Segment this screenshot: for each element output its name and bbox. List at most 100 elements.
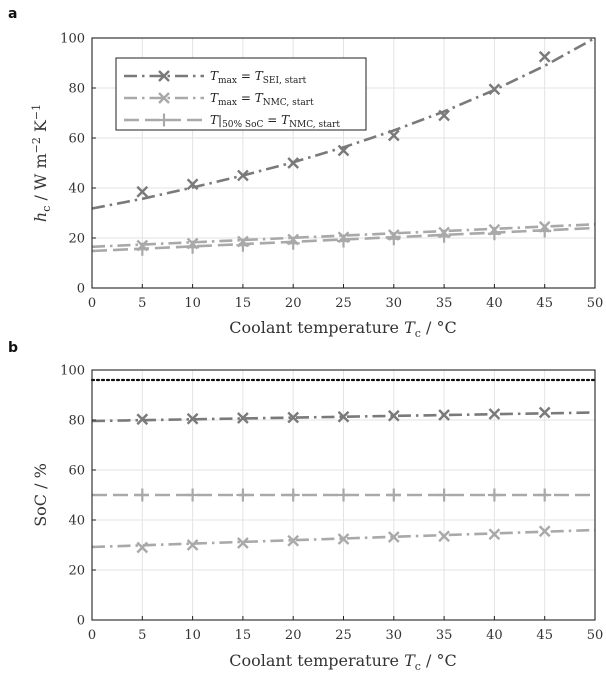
data-point-b-2 bbox=[186, 488, 200, 502]
y-tick-label: 80 bbox=[68, 414, 85, 429]
y-tick-label: 80 bbox=[68, 82, 85, 97]
x-axis-label-a: Coolant temperature Tc / °C bbox=[229, 318, 457, 340]
chart-panel-a: a 0 5 10 15 20 25 30 35 40 45 50 0 20 40 60 80 100 Coola… bbox=[8, 6, 603, 340]
x-tick-label: 10 bbox=[184, 296, 201, 311]
data-point-b-1 bbox=[287, 411, 300, 424]
y-axis-label-a: hc / W m−2 K−1 bbox=[30, 104, 53, 222]
legend: Tmax = TSEI, start Tmax = TNMC, start T|… bbox=[115, 57, 367, 131]
data-point-b-2 bbox=[387, 488, 401, 502]
data-point-a-2 bbox=[487, 227, 501, 241]
data-point-b-1 bbox=[237, 412, 249, 424]
grid-b bbox=[92, 370, 595, 620]
x-tick-label: 25 bbox=[335, 296, 352, 311]
x-tick-label: 10 bbox=[184, 628, 201, 643]
data-point-a-2 bbox=[437, 229, 451, 243]
data-point-b-1 bbox=[488, 408, 501, 420]
y-tick-label: 20 bbox=[68, 564, 85, 579]
legend-entry-1: Tmax = TNMC, start bbox=[210, 91, 314, 108]
x-tick-label: 35 bbox=[436, 628, 453, 643]
data-point-a-0 bbox=[438, 109, 450, 122]
data-point-b-3 bbox=[387, 531, 400, 543]
panel-label-b: b bbox=[8, 340, 18, 356]
data-point-b-1 bbox=[186, 412, 199, 425]
x-tick-label: 5 bbox=[138, 628, 146, 643]
data-point-a-0 bbox=[488, 83, 501, 96]
chart-panel-b: b 0 5 10 15 20 25 30 35 40 45 50 0 20 40 60 80 100 Coola… bbox=[8, 340, 603, 673]
series-group-b bbox=[90, 378, 597, 554]
data-point-a-2 bbox=[337, 234, 350, 248]
x-tick-label: 40 bbox=[486, 296, 503, 311]
legend-entry-2: T|50% SoC = TNMC, start bbox=[210, 113, 340, 130]
data-point-b-2 bbox=[286, 488, 300, 502]
data-point-b-3 bbox=[287, 534, 300, 547]
data-point-b-2 bbox=[437, 488, 451, 502]
panel-label-a: a bbox=[8, 6, 17, 22]
data-point-a-2 bbox=[236, 238, 250, 252]
x-tick-label: 25 bbox=[335, 628, 352, 643]
x-tick-label: 35 bbox=[436, 296, 453, 311]
x-axis-label-b: Coolant temperature Tc / °C bbox=[229, 651, 457, 673]
data-point-a-2 bbox=[286, 236, 300, 250]
series-line-b-1 bbox=[91, 411, 596, 423]
data-point-a-2 bbox=[387, 232, 401, 246]
x-tick-label: 20 bbox=[285, 628, 302, 643]
y-tick-label: 100 bbox=[60, 32, 85, 47]
data-point-b-1 bbox=[538, 406, 551, 419]
x-tick-label: 30 bbox=[386, 296, 403, 311]
legend-box bbox=[115, 57, 367, 131]
data-point-a-0 bbox=[287, 157, 300, 169]
x-tick-label: 45 bbox=[536, 628, 553, 643]
y-tick-label: 0 bbox=[77, 282, 85, 297]
x-tick-label: 50 bbox=[587, 296, 604, 311]
y-tick-label: 100 bbox=[60, 364, 85, 379]
series-line-a-0 bbox=[91, 36, 596, 210]
legend-symbol-1 bbox=[124, 92, 204, 104]
legend-marker bbox=[158, 70, 170, 82]
data-point-a-0 bbox=[387, 129, 400, 142]
data-point-b-3 bbox=[186, 539, 199, 551]
x-tick-label: 15 bbox=[235, 296, 252, 311]
data-point-b-2 bbox=[236, 488, 250, 502]
series-line-b-3 bbox=[91, 528, 596, 549]
data-point-b-3 bbox=[538, 525, 551, 538]
data-point-b-3 bbox=[438, 530, 450, 543]
data-point-a-2 bbox=[135, 242, 149, 256]
data-point-b-1 bbox=[136, 413, 149, 426]
data-point-a-0 bbox=[538, 50, 551, 63]
data-point-b-2 bbox=[538, 488, 552, 502]
x-tick-label: 45 bbox=[536, 296, 553, 311]
legend-symbol-2 bbox=[124, 113, 204, 127]
legend-entry-0: Tmax = TSEI, start bbox=[210, 69, 307, 86]
y-tick-label: 0 bbox=[77, 614, 85, 629]
data-point-a-0 bbox=[237, 169, 249, 182]
tick-labels-b: 0 5 10 15 20 25 30 35 40 45 50 0 20 40 60 80 100 bbox=[60, 364, 603, 644]
y-tick-label: 40 bbox=[68, 182, 85, 197]
y-tick-label: 20 bbox=[68, 232, 85, 247]
data-point-b-1 bbox=[337, 410, 350, 423]
data-point-b-3 bbox=[136, 541, 149, 554]
data-point-b-1 bbox=[387, 409, 400, 422]
data-point-a-2 bbox=[186, 240, 200, 254]
data-point-b-3 bbox=[237, 537, 249, 549]
data-point-b-1 bbox=[438, 409, 450, 421]
legend-marker bbox=[157, 113, 171, 127]
series-line-a-1 bbox=[91, 223, 596, 249]
y-tick-label: 60 bbox=[68, 464, 85, 479]
y-tick-label: 60 bbox=[68, 132, 85, 147]
data-point-b-2 bbox=[337, 488, 350, 502]
x-tick-label: 0 bbox=[88, 628, 96, 643]
series-group-a bbox=[91, 36, 596, 256]
legend-symbol-0 bbox=[124, 70, 204, 82]
data-point-a-0 bbox=[337, 144, 350, 157]
data-point-b-2 bbox=[487, 488, 501, 502]
legend-marker bbox=[158, 92, 170, 104]
data-point-a-2 bbox=[538, 224, 552, 238]
x-tick-label: 15 bbox=[235, 628, 252, 643]
x-tick-label: 0 bbox=[88, 296, 96, 311]
data-point-b-3 bbox=[488, 528, 501, 541]
tick-labels-a: 0 5 10 15 20 25 30 35 40 45 50 0 20 40 60 80 100 bbox=[60, 32, 603, 312]
data-point-a-0 bbox=[186, 178, 199, 191]
x-tick-label: 40 bbox=[486, 628, 503, 643]
data-point-b-3 bbox=[337, 533, 350, 545]
